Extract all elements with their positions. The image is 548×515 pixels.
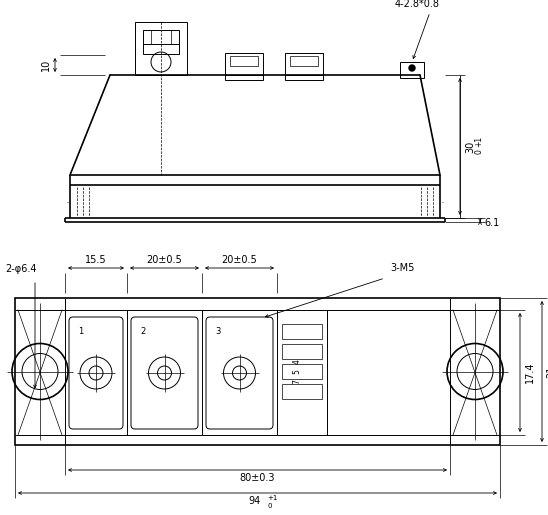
Bar [135,22,187,75]
Bar [290,56,318,66]
Text: +1: +1 [267,495,278,501]
Bar [285,53,323,80]
Text: 7: 7 [293,379,301,384]
Bar [15,298,500,445]
Bar [230,56,258,66]
Text: 4: 4 [293,359,301,364]
Text: 3-M5: 3-M5 [390,263,414,273]
Bar [282,344,322,359]
Text: 1: 1 [78,327,83,336]
Text: 15.5: 15.5 [85,255,107,265]
Text: 21: 21 [546,365,548,377]
Bar [282,324,322,339]
Text: 10: 10 [41,59,51,71]
Text: 3: 3 [215,327,220,336]
Text: 30: 30 [465,141,475,152]
Text: 4-2.8*0.8: 4-2.8*0.8 [395,0,440,9]
Text: 20±0.5: 20±0.5 [147,255,182,265]
Text: 5: 5 [293,369,301,374]
Bar [400,62,424,78]
Text: 0: 0 [474,149,483,154]
Bar [143,30,179,54]
Text: 20±0.5: 20±0.5 [221,255,258,265]
Circle shape [409,65,415,71]
Text: 0: 0 [267,503,272,509]
Bar [282,364,322,379]
Text: 6.1: 6.1 [484,218,499,228]
Bar [225,53,263,80]
Bar [282,384,322,399]
Text: 94: 94 [248,496,261,506]
Text: +1: +1 [474,136,483,147]
Text: 2: 2 [140,327,145,336]
Text: 80±0.3: 80±0.3 [240,473,275,483]
Text: 2-φ6.4: 2-φ6.4 [5,264,37,274]
Text: 17.4: 17.4 [525,362,535,383]
